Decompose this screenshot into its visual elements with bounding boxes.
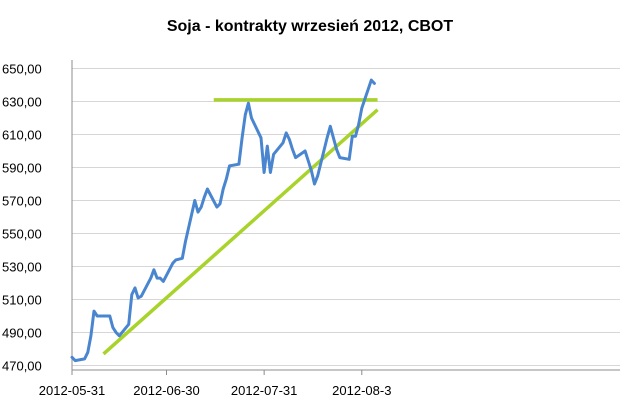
data-point <box>313 182 316 186</box>
data-series <box>70 78 376 363</box>
data-point <box>307 159 310 163</box>
axes <box>71 60 620 375</box>
data-point <box>200 205 203 209</box>
data-point <box>240 136 244 139</box>
data-point <box>228 164 231 168</box>
data-point <box>237 163 241 166</box>
data-point <box>206 187 209 191</box>
data-point <box>303 149 307 153</box>
y-tick-label: 470,00 <box>2 359 42 374</box>
data-point <box>325 136 329 139</box>
data-point <box>89 334 93 337</box>
data-point <box>348 158 351 161</box>
data-point <box>335 148 338 151</box>
y-tick-label: 490,00 <box>2 326 42 341</box>
data-point <box>108 314 112 318</box>
data-point <box>196 210 200 214</box>
y-tick-label: 610,00 <box>2 128 42 143</box>
data-point <box>262 171 266 174</box>
x-tick-label: 2012-08-3 <box>332 383 391 398</box>
series-line <box>70 78 376 363</box>
data-point <box>370 78 373 82</box>
data-point <box>130 293 133 296</box>
data-point <box>244 113 247 116</box>
y-tick-label: 550,00 <box>2 227 42 242</box>
data-point <box>105 314 108 318</box>
data-point <box>136 296 140 300</box>
data-point <box>329 125 332 128</box>
data-point <box>152 268 156 271</box>
x-tick-label: 2012-06-30 <box>133 383 200 398</box>
data-point <box>247 102 250 105</box>
data-point <box>215 205 219 209</box>
data-point <box>155 276 159 280</box>
data-point <box>203 196 206 199</box>
data-point <box>288 138 291 141</box>
x-tick-labels: 2012-05-31 2012-06-30 2012-07-31 2012-08-3 <box>39 383 392 398</box>
y-tick-label: 630,00 <box>2 95 42 110</box>
data-point <box>162 280 165 283</box>
chart-title: Soja - kontrakty wrzesień 2012, CBOT <box>166 18 454 35</box>
data-point <box>74 359 77 362</box>
y-tick-labels: 470,00 490,00 510,00 530,00 550,00 570,00 590,… <box>2 62 42 374</box>
data-point <box>222 187 225 191</box>
x-tick-label: 2012-07-31 <box>231 383 298 398</box>
data-point <box>250 116 253 120</box>
data-point <box>354 135 357 138</box>
data-point <box>86 351 90 354</box>
data-point <box>92 309 96 313</box>
data-point <box>127 323 130 326</box>
data-point <box>140 295 143 298</box>
data-point <box>266 144 269 148</box>
data-point <box>96 314 99 318</box>
data-point <box>259 136 263 139</box>
data-point <box>114 331 118 334</box>
data-point <box>269 171 272 174</box>
data-point <box>111 326 115 329</box>
y-tick-label: 590,00 <box>2 161 42 176</box>
data-point <box>225 177 228 181</box>
data-point <box>171 262 174 265</box>
data-point <box>174 258 178 262</box>
trend-line <box>102 108 379 356</box>
data-point <box>133 286 137 290</box>
data-point <box>357 123 360 126</box>
y-tick-label: 530,00 <box>2 260 42 275</box>
y-tick-label: 510,00 <box>2 293 42 308</box>
data-point <box>285 131 288 135</box>
data-point <box>351 135 354 138</box>
data-point <box>149 276 152 280</box>
data-point <box>159 276 162 280</box>
data-point <box>373 82 376 85</box>
data-point <box>294 156 297 159</box>
data-point <box>332 136 335 139</box>
y-tick-label: 650,00 <box>2 62 42 77</box>
data-point <box>83 357 86 361</box>
data-point <box>338 156 341 159</box>
x-tick-label: 2012-05-31 <box>39 383 106 398</box>
data-point <box>184 240 187 243</box>
data-point <box>281 141 285 144</box>
y-tick-label: 570,00 <box>2 194 42 209</box>
data-point <box>118 334 121 337</box>
data-point <box>310 169 313 172</box>
data-point <box>360 106 363 110</box>
data-point <box>291 148 294 151</box>
data-point <box>316 174 319 177</box>
annotation-lines <box>102 98 379 356</box>
data-point <box>218 202 222 205</box>
data-point <box>272 153 275 156</box>
data-point <box>181 257 184 260</box>
gridlines <box>72 68 620 366</box>
data-point <box>70 356 74 359</box>
data-point <box>193 199 196 202</box>
